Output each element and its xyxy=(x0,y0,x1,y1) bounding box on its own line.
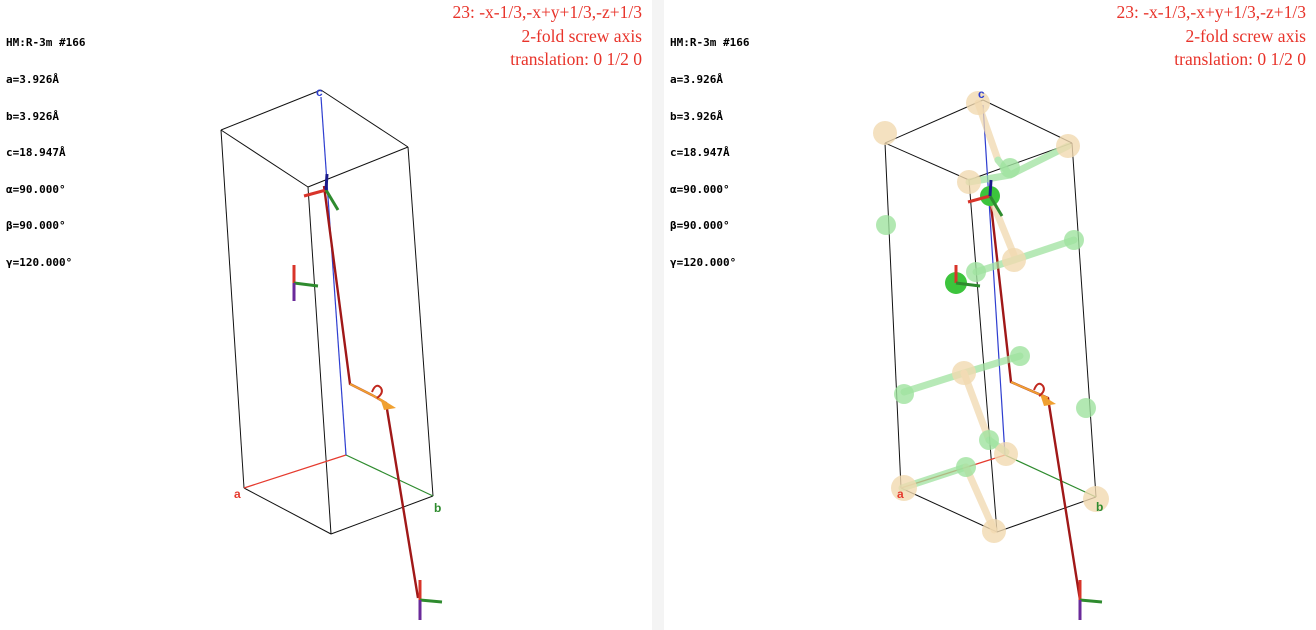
cell-beta-angle: β=90.000° xyxy=(6,219,66,233)
symop-frame-icon xyxy=(967,179,1004,217)
axis-a-line xyxy=(243,454,347,489)
axis-b-line xyxy=(345,454,434,497)
cell-b-length: b=3.926Å xyxy=(670,109,723,123)
atom xyxy=(1000,158,1020,178)
rotation-symbol-icon xyxy=(1033,382,1045,397)
axis-label-a: a xyxy=(234,487,241,501)
axis-label-a: a xyxy=(897,487,904,501)
axis-label-c: c xyxy=(316,85,323,99)
axis-c-line xyxy=(982,104,1006,456)
cell-alpha-angle: α=90.000° xyxy=(670,182,730,196)
screw-axis-line xyxy=(322,185,420,599)
cell-alpha-angle: α=90.000° xyxy=(6,182,66,196)
unit-cell-box xyxy=(884,99,1097,533)
cell-gamma-angle: γ=120.000° xyxy=(6,256,73,270)
right-viewer-panel[interactable]: HM:R-3m #166 a=3.926Å b=3.926Å c=18.947Å… xyxy=(664,0,1316,630)
atoms xyxy=(873,91,1109,543)
atom xyxy=(1076,398,1096,418)
atom xyxy=(876,215,896,235)
atom xyxy=(957,170,981,194)
symop-formula: 23: -x-1/3,-x+y+1/3,-z+1/3 xyxy=(1116,2,1306,22)
axis-b-line xyxy=(1004,454,1097,498)
symop-formula: 23: -x-1/3,-x+y+1/3,-z+1/3 xyxy=(452,2,642,22)
symop-frame-icon xyxy=(418,580,443,620)
cell-gamma-angle: γ=120.000° xyxy=(670,256,737,270)
space-group-label: HM:R-3m #166 xyxy=(6,36,86,50)
symop-frame-icon xyxy=(303,173,340,211)
symop-translation: translation: 0 1/2 0 xyxy=(510,49,642,69)
axis-label-c: c xyxy=(978,87,985,101)
crystal-scene[interactable]: a b c xyxy=(664,0,1316,630)
atom xyxy=(966,262,986,282)
symop-type: 2-fold screw axis xyxy=(1185,25,1306,46)
atom xyxy=(982,519,1006,543)
crystal-scene[interactable]: a b c xyxy=(0,0,652,630)
screw-translation-arrow xyxy=(1010,381,1049,399)
symop-frame-icon xyxy=(954,265,981,288)
atom xyxy=(952,361,976,385)
atom xyxy=(873,121,897,145)
symop-translation: translation: 0 1/2 0 xyxy=(1174,49,1306,69)
axis-c-line xyxy=(320,96,347,456)
atom xyxy=(1002,248,1026,272)
left-viewer-panel[interactable]: HM:R-3m #166 a=3.926Å b=3.926Å c=18.947Å… xyxy=(0,0,652,630)
symop-type: 2-fold screw axis xyxy=(521,25,642,46)
screw-arrow-head xyxy=(380,398,396,410)
atom xyxy=(979,430,999,450)
panel-divider xyxy=(652,0,664,630)
cell-parameters: HM:R-3m #166 a=3.926Å b=3.926Å c=18.947Å… xyxy=(6,13,85,294)
cell-c-length: c=18.947Å xyxy=(670,146,730,160)
space-group-label: HM:R-3m #166 xyxy=(670,36,750,50)
symop-frame-icon xyxy=(292,265,319,301)
rotation-symbol-icon xyxy=(371,384,383,399)
symmetry-operation-info: 23: -x-1/3,-x+y+1/3,-z+1/3 2-fold screw … xyxy=(452,1,642,72)
unit-cell-box xyxy=(220,89,434,535)
atom xyxy=(894,384,914,404)
bonds xyxy=(898,99,1078,534)
atom xyxy=(1056,134,1080,158)
atom xyxy=(966,91,990,115)
symop-frame-icon xyxy=(1078,580,1103,620)
screw-arrow-head xyxy=(1040,394,1056,406)
atom xyxy=(956,457,976,477)
atom xyxy=(891,475,917,501)
axis-label-b: b xyxy=(1096,500,1103,514)
atom xyxy=(1064,230,1084,250)
atom xyxy=(1083,486,1109,512)
cell-a-length: a=3.926Å xyxy=(6,73,59,87)
atom xyxy=(994,442,1018,466)
axis-label-b: b xyxy=(434,501,441,515)
cell-parameters: HM:R-3m #166 a=3.926Å b=3.926Å c=18.947Å… xyxy=(670,13,749,294)
atom xyxy=(1010,346,1030,366)
cell-b-length: b=3.926Å xyxy=(6,109,59,123)
cell-beta-angle: β=90.000° xyxy=(670,219,730,233)
cell-a-length: a=3.926Å xyxy=(670,73,723,87)
symmetry-operation-info: 23: -x-1/3,-x+y+1/3,-z+1/3 2-fold screw … xyxy=(1116,1,1306,72)
cell-c-length: c=18.947Å xyxy=(6,146,66,160)
